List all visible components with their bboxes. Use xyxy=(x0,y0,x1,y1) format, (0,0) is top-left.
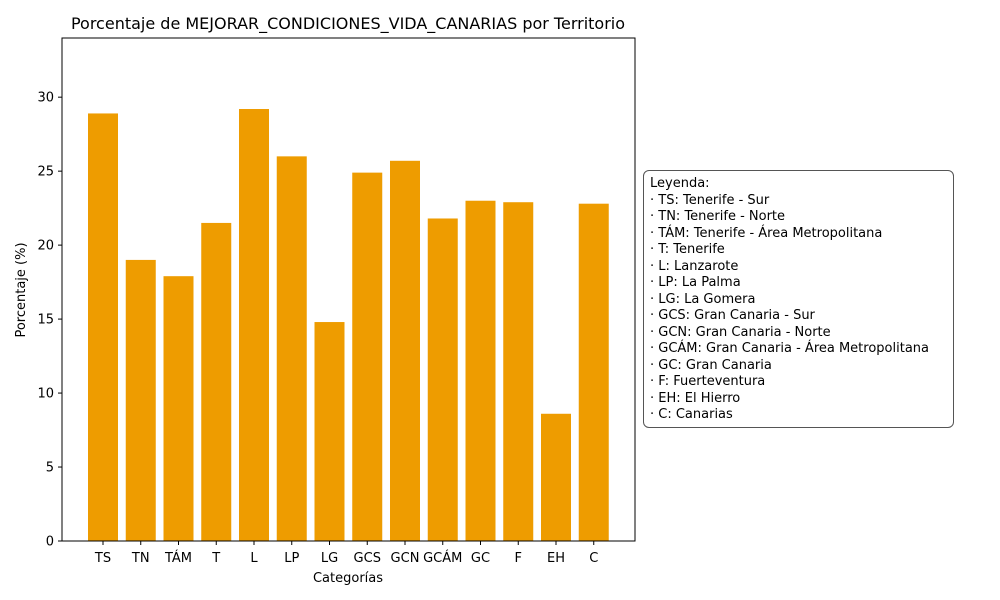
legend-entry: · GCÁM: Gran Canaria - Área Metropolitan… xyxy=(650,341,929,356)
bar-C xyxy=(578,203,609,541)
y-tick-label: 20 xyxy=(37,239,54,254)
legend-title: Leyenda: xyxy=(650,176,710,191)
legend-entry: · TN: Tenerife - Norte xyxy=(650,209,786,224)
x-tick-label: GCÁM xyxy=(423,550,462,566)
x-axis: TS TN TÁM T L LP LG GCS GCN GCÁM GC F EH C xyxy=(94,541,598,566)
legend-entry: · L: Lanzarote xyxy=(650,258,739,274)
bars-group xyxy=(88,109,609,542)
legend-entry: · F: Fuerteventura xyxy=(650,374,766,389)
bar-TN xyxy=(125,259,156,541)
bar-LP xyxy=(276,156,307,541)
bar-GCÁM xyxy=(427,218,458,542)
x-tick-label: GCN xyxy=(391,551,420,566)
bar-F xyxy=(503,202,534,541)
bar-TS xyxy=(88,113,118,541)
legend-entry: · EH: El Hierro xyxy=(650,390,741,406)
legend-entry: · T: Tenerife xyxy=(650,242,725,257)
bar-TÁM xyxy=(163,276,194,541)
x-tick-label: EH xyxy=(547,551,565,566)
bar-L xyxy=(239,109,269,541)
plot-frame xyxy=(61,37,636,542)
x-tick-label: TÁM xyxy=(164,550,192,566)
legend-entry: · GCS: Gran Canaria - Sur xyxy=(650,308,815,323)
legend-entry: · LP: La Palma xyxy=(650,275,741,290)
y-axis: 0 5 10 15 20 25 30 xyxy=(37,91,62,550)
bar-GCN xyxy=(390,160,420,541)
legend-entry: · TS: Tenerife - Sur xyxy=(650,192,770,208)
y-tick-label: 5 xyxy=(46,461,54,476)
y-tick-label: 25 xyxy=(37,165,54,180)
x-tick-label: T xyxy=(211,551,220,566)
legend-entry: · LG: La Gomera xyxy=(650,291,756,307)
y-tick-label: 30 xyxy=(37,91,54,106)
x-tick-label: TS xyxy=(94,551,111,566)
x-tick-label: L xyxy=(250,551,258,566)
bar-LG xyxy=(314,322,345,541)
x-axis-label: Categorías xyxy=(313,571,383,586)
y-tick-label: 10 xyxy=(37,387,54,402)
legend-entry: · C: Canarias xyxy=(650,407,733,422)
x-tick-label: F xyxy=(515,551,522,566)
y-tick-label: 0 xyxy=(46,535,54,550)
legend-entries: · TS: Tenerife - Sur · TN: Tenerife - Nor… xyxy=(650,193,947,424)
legend-box: Leyenda: · TS: Tenerife - Sur · TN: Tener… xyxy=(643,170,954,428)
chart-title: Porcentaje de MEJORAR_CONDICIONES_VIDA_C… xyxy=(71,14,625,34)
x-tick-label: C xyxy=(589,551,598,566)
legend-entry: · GCN: Gran Canaria - Norte xyxy=(650,324,831,340)
x-tick-label: GCS xyxy=(354,551,381,566)
x-tick-label: GC xyxy=(471,551,490,566)
x-tick-label: LG xyxy=(321,551,338,566)
bar-GC xyxy=(465,200,496,541)
y-axis-label: Porcentaje (%) xyxy=(14,242,29,337)
y-tick-label: 15 xyxy=(37,313,54,328)
x-tick-label: TN xyxy=(131,551,150,566)
x-tick-label: LP xyxy=(284,551,299,566)
bar-GCS xyxy=(352,172,383,541)
bar-EH xyxy=(541,413,571,541)
bar-T xyxy=(201,222,232,542)
legend-entry: · GC: Gran Canaria xyxy=(650,357,772,373)
legend-entry: · TÁM: Tenerife - Área Metropolitana xyxy=(650,225,883,241)
